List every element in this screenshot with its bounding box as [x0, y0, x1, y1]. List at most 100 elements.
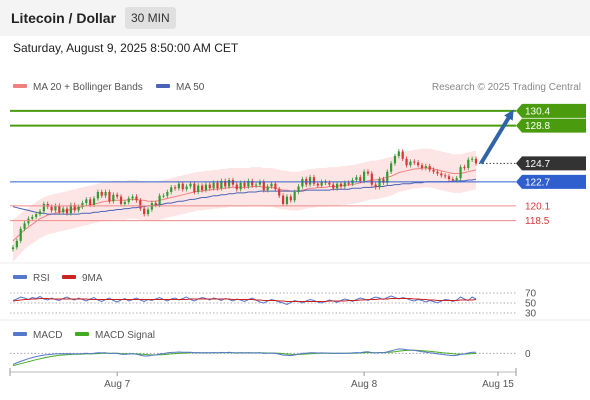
candle-body	[386, 171, 389, 183]
candle-body	[200, 185, 204, 191]
resistance-tag	[516, 118, 586, 133]
candle-body	[216, 182, 219, 189]
copyright-text: Research © 2025 Trading Central	[432, 82, 581, 93]
candle-body	[158, 195, 161, 205]
candle-body	[413, 161, 416, 163]
time-tick-label: Aug 8	[351, 379, 378, 390]
candle-body	[355, 177, 358, 180]
candle-body	[370, 173, 373, 185]
ma20-legend-label: MA 20 + Bollinger Bands	[33, 82, 143, 93]
candle-body	[251, 180, 254, 186]
candle-body	[447, 176, 451, 180]
candle-body	[177, 183, 181, 189]
candle-body	[112, 194, 115, 202]
time-tick-label: Aug 15	[482, 379, 514, 390]
candle-body	[463, 167, 466, 169]
candle-body	[42, 203, 45, 212]
rsi-ma-legend-label: 9MA	[82, 273, 103, 284]
support-label: 118.5	[525, 216, 550, 227]
candle-body	[320, 181, 323, 186]
candle-body	[328, 182, 331, 185]
candle-body	[73, 204, 76, 211]
rsi-legend-swatch	[13, 275, 27, 279]
candle-body	[401, 151, 404, 159]
candle-body	[54, 205, 57, 211]
ma50-line	[12, 178, 477, 215]
rsi-ma-line	[12, 298, 477, 302]
candle-body	[15, 240, 18, 248]
pivot-label: 122.7	[525, 177, 550, 188]
candle-body	[11, 247, 15, 250]
candle-body	[89, 199, 92, 205]
candle-body	[459, 167, 462, 179]
candle-body	[170, 187, 173, 192]
candle-body	[154, 203, 157, 205]
candle-body	[135, 196, 138, 201]
candle-body	[62, 208, 65, 213]
candle-body	[162, 195, 165, 197]
time-tick-label: Aug 7	[104, 379, 131, 390]
rsi-tick-label: 70	[525, 289, 537, 300]
candle-body	[374, 184, 377, 188]
candle-body	[409, 161, 412, 166]
pivot-tag	[516, 174, 586, 189]
candle-body	[378, 179, 381, 188]
candle-body	[23, 223, 26, 229]
candle-body	[405, 158, 408, 166]
candle-body	[243, 182, 246, 187]
candle-body	[366, 171, 370, 174]
ma50-legend-swatch	[156, 84, 170, 88]
candle-body	[227, 180, 231, 187]
candle-body	[127, 198, 130, 203]
candle-body	[38, 211, 42, 215]
candle-body	[181, 183, 184, 190]
candle-body	[474, 158, 478, 164]
candle-body	[224, 180, 227, 187]
candle-body	[359, 177, 362, 181]
candle-body	[104, 191, 107, 196]
candle-body	[332, 184, 335, 189]
candle-body	[220, 180, 223, 189]
candle-body	[336, 183, 339, 189]
candle-body	[297, 186, 300, 192]
candle-body	[262, 181, 265, 191]
candle-body	[166, 191, 169, 196]
candle-body	[343, 182, 346, 187]
candle-body	[189, 183, 192, 187]
candle-body	[193, 183, 196, 192]
candle-body	[393, 156, 397, 164]
candle-body	[467, 159, 470, 169]
rsi-tick-label: 30	[525, 309, 537, 320]
candle-body	[281, 195, 285, 204]
current-price-tag	[516, 156, 586, 171]
candle-body	[143, 208, 146, 215]
macd-plot: 0	[10, 348, 531, 367]
macd-signal-legend-label: MACD Signal	[95, 330, 155, 341]
candle-body	[123, 202, 126, 204]
macd-tick-label: 0	[525, 349, 531, 360]
candle-body	[274, 183, 277, 190]
chart-datetime: Saturday, August 9, 2025 8:50:00 AM CET	[13, 41, 239, 55]
rsi-tick-label: 50	[525, 299, 537, 310]
chart-header: Litecoin / Dollar 30 MIN	[0, 0, 590, 36]
candle-body	[92, 198, 96, 205]
candle-body	[270, 183, 273, 187]
candle-body	[139, 200, 142, 209]
candle-body	[363, 171, 366, 181]
candle-body	[444, 175, 447, 177]
candle-body	[65, 208, 69, 214]
candle-body	[173, 187, 177, 189]
candle-body	[266, 186, 269, 191]
instrument-title: Litecoin / Dollar	[11, 10, 117, 26]
candle-body	[428, 166, 431, 170]
candle-body	[436, 171, 439, 174]
current-price-label: 124.7	[525, 159, 550, 170]
candle-body	[339, 183, 343, 187]
candle-body	[77, 206, 80, 211]
candle-body	[116, 194, 119, 197]
interval-button[interactable]: 30 MIN	[125, 7, 176, 29]
candle-body	[185, 186, 188, 190]
candle-body	[312, 177, 316, 184]
macd-legend-label: MACD	[33, 330, 62, 341]
